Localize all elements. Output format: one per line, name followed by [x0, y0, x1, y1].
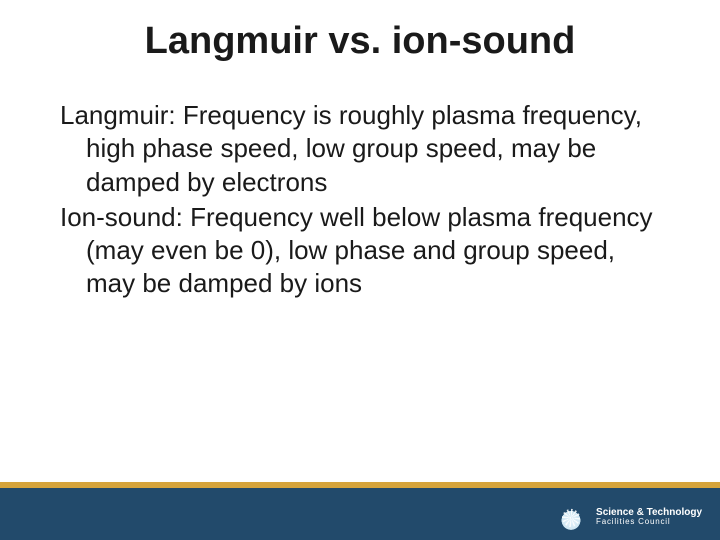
body-paragraph: Ion-sound: Frequency well below plasma f… [60, 201, 660, 301]
org-logo-line2: Facilities Council [596, 518, 702, 526]
org-logo: Science & Technology Facilities Council [554, 500, 702, 534]
org-logo-text: Science & Technology Facilities Council [596, 508, 702, 527]
slide-title: Langmuir vs. ion-sound [0, 0, 720, 63]
slide: Langmuir vs. ion-sound Langmuir: Frequen… [0, 0, 720, 540]
footer-bar: Science & Technology Facilities Council [0, 488, 720, 540]
sun-icon [554, 500, 588, 534]
body-paragraph: Langmuir: Frequency is roughly plasma fr… [60, 99, 660, 199]
slide-body: Langmuir: Frequency is roughly plasma fr… [0, 63, 720, 301]
